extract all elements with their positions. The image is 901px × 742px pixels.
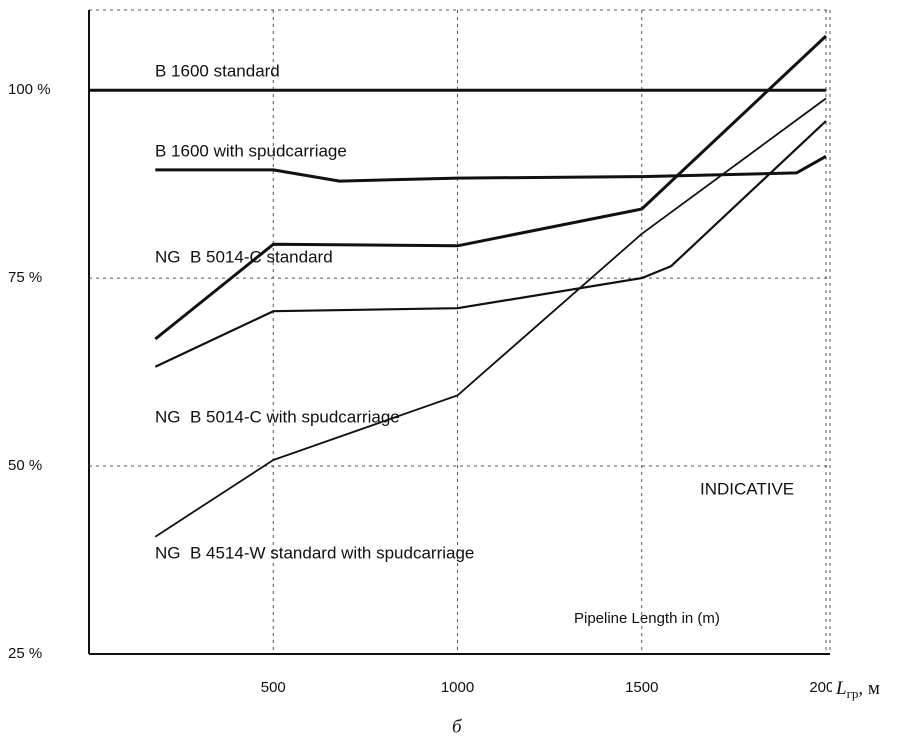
annotation: Pipeline Length in (m) [574,610,720,627]
x-tick-label: 1000 [441,679,474,696]
annotation: INDICATIVE [700,479,794,498]
series-line [154,34,828,341]
x-label-subscript: гр [847,686,859,701]
series-label: NG B 4514-W standard with spudcarriage [155,543,474,562]
y-tick-label: 25 % [8,645,42,662]
caption: б [452,716,463,737]
series-label: NG B 5014-C with spudcarriage [155,407,400,426]
series-line [154,97,827,538]
series-line [154,120,827,368]
x-tick-label: 1500 [625,679,658,696]
y-tick-label: 100 % [8,81,51,98]
series-label: B 1600 standard [155,61,280,80]
series-label: NG B 5014-C standard [155,247,333,266]
x-label-symbol: L [835,678,847,699]
x-axis-label: Lгр, м [835,678,880,701]
label-bg [832,675,901,705]
series-label: B 1600 with spudcarriage [155,141,347,160]
y-tick-label: 50 % [8,457,42,474]
x-tick-label: 500 [261,679,286,696]
y-tick-label: 75 % [8,269,42,286]
x-label-unit: , м [858,678,880,699]
series-line [155,154,827,183]
